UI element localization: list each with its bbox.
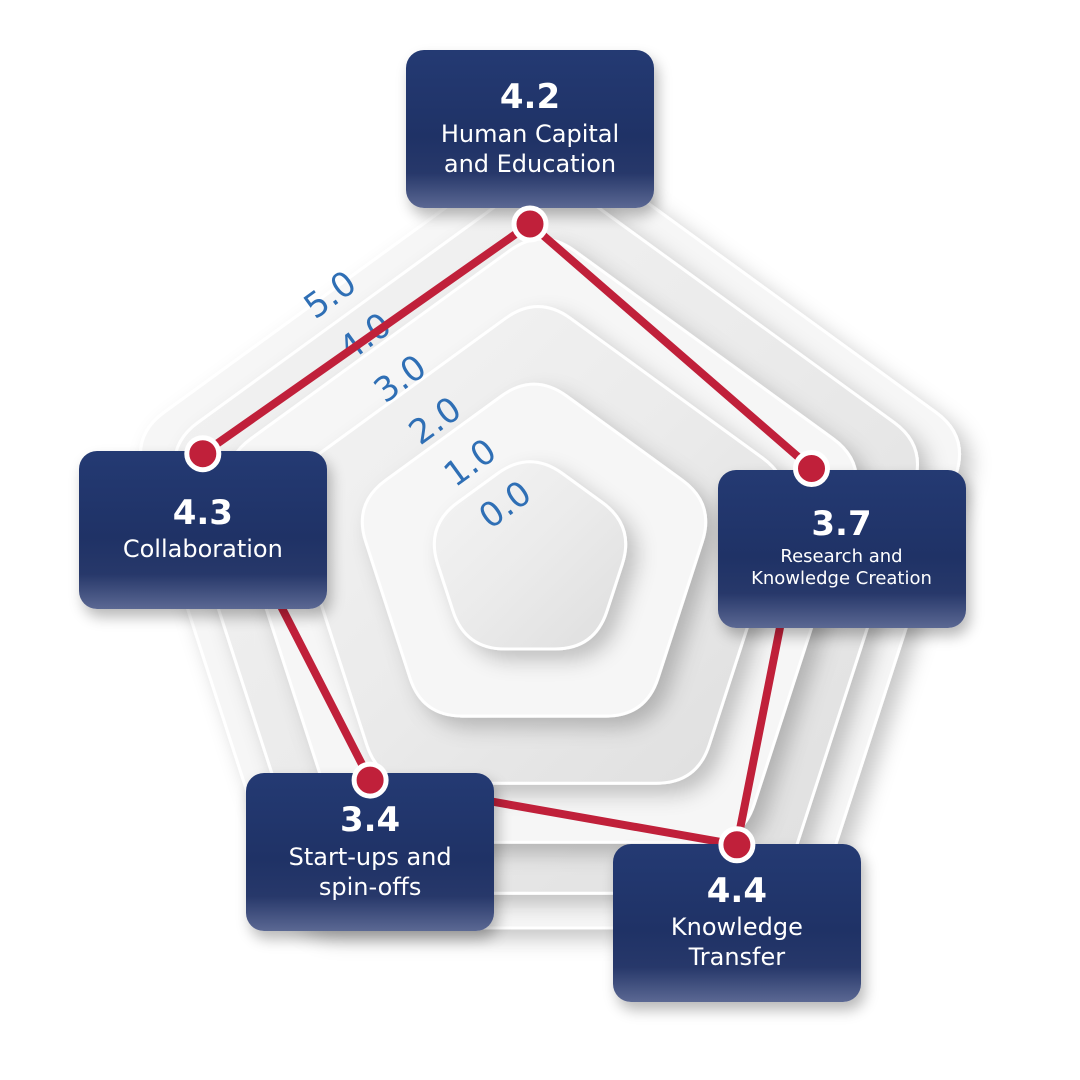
axis-card: 3.7 Research and Knowledge Creation [717, 469, 966, 628]
axis-value: 4.3 [172, 492, 233, 533]
axis-card: 3.4 Start-ups and spin-offs [246, 773, 495, 932]
ring-0 [432, 460, 628, 651]
axis-label: Knowledge Transfer [670, 913, 803, 972]
axis-label: Human Capital and Education [440, 119, 620, 178]
axis-label: Start-ups and spin-offs [288, 842, 452, 901]
axis-label: Collaboration [122, 535, 283, 564]
axis-label: Research and Knowledge Creation [751, 545, 932, 590]
axis-value: 4.4 [706, 871, 767, 912]
axis-card: 4.4 Knowledge Transfer [612, 843, 861, 1002]
axis-value: 3.4 [339, 800, 401, 841]
axis-value: 3.7 [811, 504, 872, 545]
axis-value: 4.2 [499, 77, 561, 118]
axis-card: 4.2 Human Capital and Education [406, 50, 654, 208]
series-line [198, 220, 816, 849]
axis-card: 4.3 Collaboration [78, 450, 327, 609]
data-series [198, 220, 816, 849]
